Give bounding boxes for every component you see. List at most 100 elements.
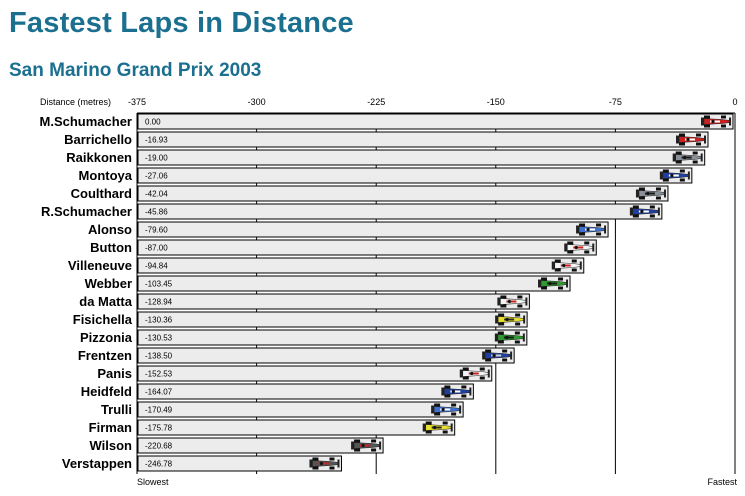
car-icon [459,367,490,380]
car-rear-wing [309,459,313,468]
chart-title: Fastest Laps in Distance [9,7,354,39]
car-stripe [450,390,461,393]
car-cockpit [319,461,324,466]
car-cockpit [548,281,552,286]
car-wheel [371,439,377,443]
driver-label: Fisichella [73,312,133,327]
data-label: -16.93 [145,136,168,145]
car-front-wing [700,153,703,162]
car-cockpit [505,317,509,322]
car-icon [482,349,513,362]
car-wheel [655,187,661,191]
car-front-wing [459,405,462,414]
car-wheel [461,385,467,389]
car-wheel [442,421,448,425]
car-wheel [500,295,507,299]
car-stripe [360,444,371,447]
car-wheel [462,376,469,380]
bar [137,167,693,184]
data-label: -128.94 [145,298,173,307]
car-rear-wing [564,243,568,252]
driver-label: M.Schumacher [40,114,132,129]
driver-label: da Matta [79,294,133,309]
car-wheel [596,223,602,227]
car-wheel [498,313,505,317]
bar [137,311,528,328]
car-wheel [632,214,639,218]
car-front-wing [687,171,690,180]
car-front-wing [663,189,666,198]
car-icon [635,187,666,200]
bar [137,347,515,364]
car-icon [494,331,525,344]
chart-subtitle: San Marino Grand Prix 2003 [9,60,262,81]
car-stripe [585,228,596,231]
car-wheel [479,367,485,371]
car-cockpit [711,119,715,124]
car-stripe [685,138,696,141]
data-label: 0.00 [145,118,161,127]
car-rear-wing [659,171,663,180]
car-front-wing [657,207,660,216]
car-cockpit [441,407,445,412]
car-icon [309,457,340,470]
bar [137,149,706,166]
data-label: -246.78 [145,460,173,469]
car-wheel [451,403,457,407]
car-icon [672,151,703,164]
bar [137,401,464,418]
car-icon [629,205,660,218]
bar [137,275,571,292]
bar [137,437,384,454]
car-wheel [567,241,574,245]
car-stripe [431,426,442,429]
car-icon [351,439,382,452]
x-tick-label: -375 [128,97,146,107]
car-wheel [679,169,685,173]
car-stripe [504,318,515,321]
car-wheel [662,169,669,173]
car-cockpit [507,299,511,304]
car-wheel [704,115,710,119]
car-front-wing [525,297,528,306]
car-wheel [502,349,508,353]
car-front-wing [729,117,731,126]
car-wheel [571,259,577,263]
car-wheel [329,466,335,470]
car-cockpit [586,227,590,232]
car-stripe [503,336,514,339]
driver-label: Button [90,240,132,255]
data-label: -94.84 [145,262,168,271]
car-rear-wing [422,423,426,432]
car-stripe [668,174,679,177]
car-stripe [710,120,720,123]
driver-label: Alonso [88,222,132,237]
car-cockpit [451,389,455,394]
data-label: -103.45 [145,280,173,289]
car-rear-wing [482,351,486,360]
driver-label: Villeneuve [68,258,132,273]
bar [137,131,709,148]
car-icon [564,241,595,254]
car-cockpit [646,191,650,196]
car-wheel [584,250,590,254]
car-wheel [692,160,698,164]
data-label: -152.53 [145,370,173,379]
car-cockpit [686,137,690,142]
data-label: -42.04 [145,190,168,199]
car-wheel [462,367,469,371]
car-wheel [679,142,686,146]
car-icon [701,115,731,128]
x-tick-label: -225 [367,97,385,107]
car-front-wing [450,423,453,432]
x-tick-label: -300 [248,97,266,107]
car-wheel [485,358,492,362]
car-front-wing [566,279,569,288]
car-front-wing [337,459,340,468]
car-wheel [312,457,319,461]
car-rear-wing [495,315,499,324]
car-front-wing [487,369,490,378]
car-wheel [517,295,523,299]
car-icon [441,385,472,398]
